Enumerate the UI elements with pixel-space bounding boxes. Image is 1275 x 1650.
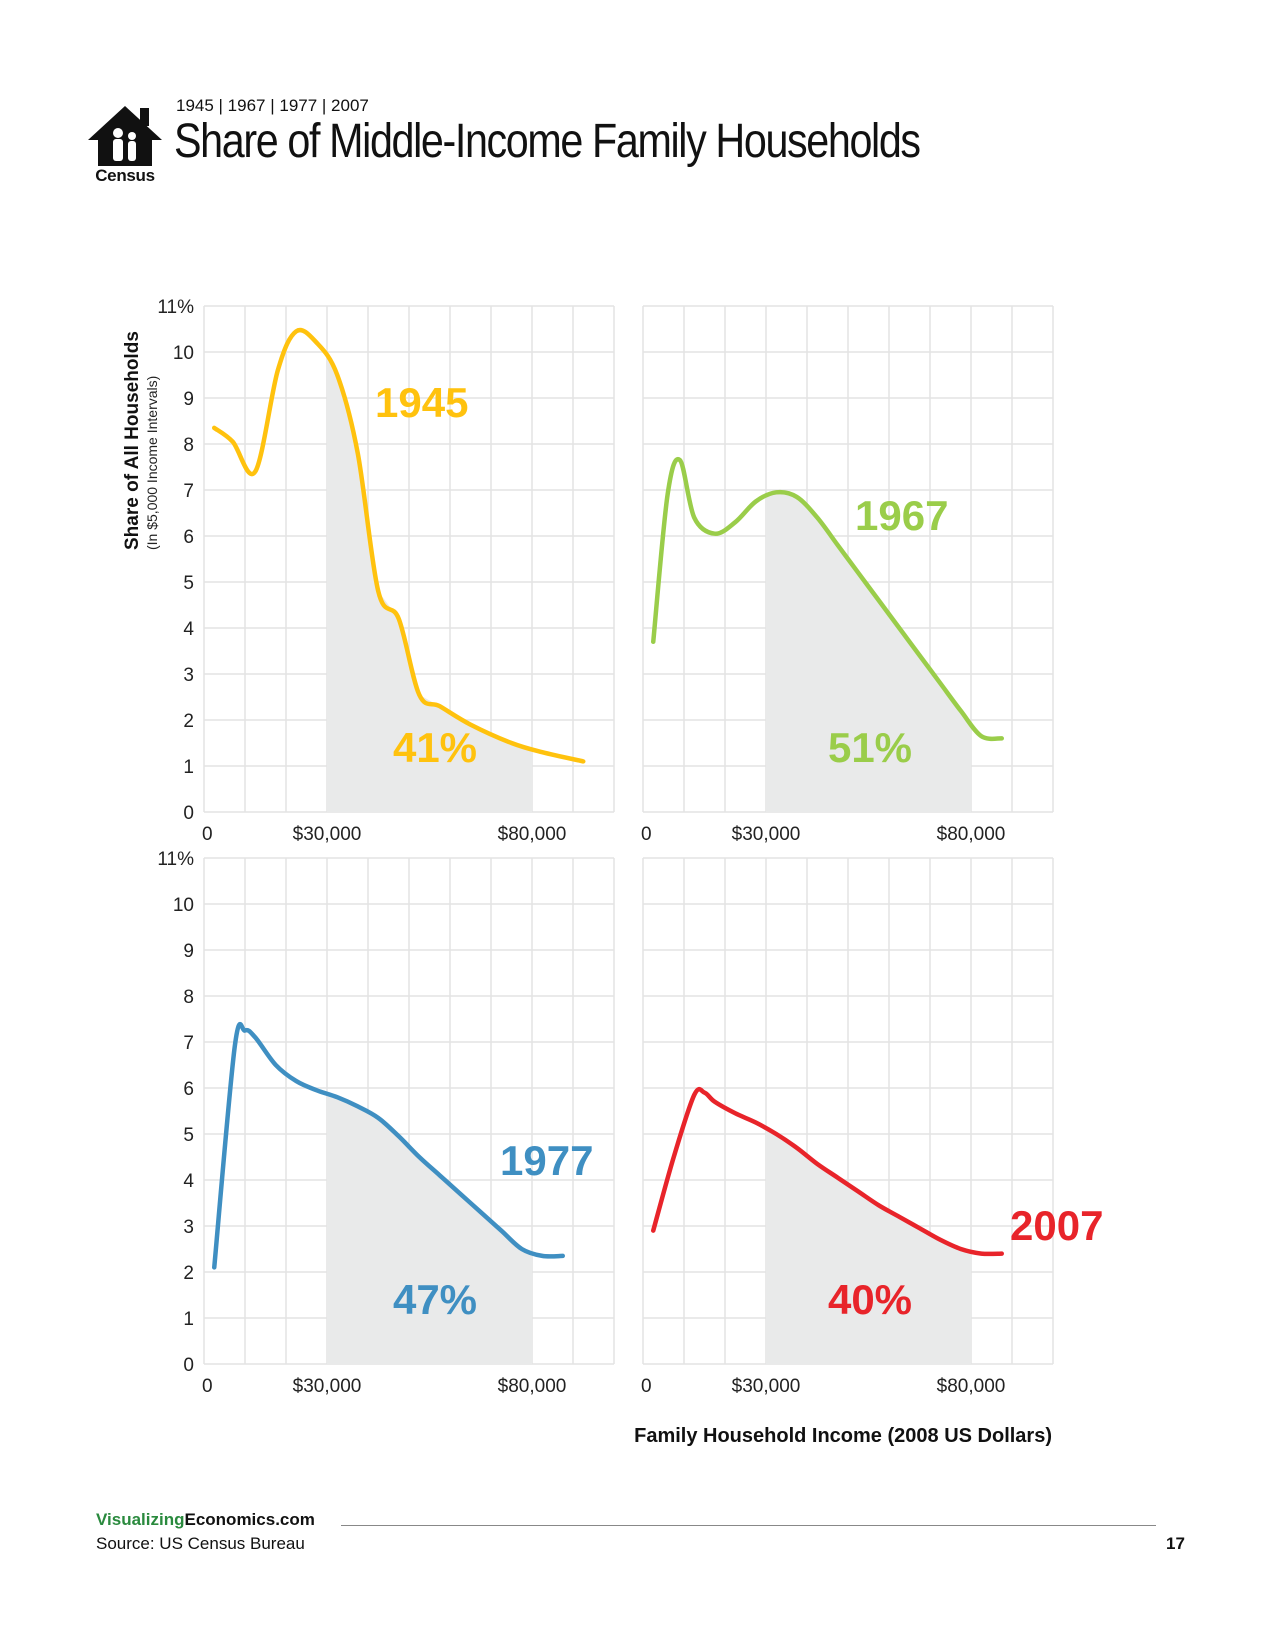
y-tick-label: 1 [183,1309,194,1330]
share-label-2007: 40% [828,1276,912,1323]
x-tick-label: 0 [202,824,213,845]
year-label-1967: 1967 [855,492,948,539]
y-tick-label: 1 [183,757,194,778]
logo-label: Census [95,166,155,185]
y-tick-label: 0 [183,1355,194,1376]
series-line-1967 [651,456,1004,742]
y-tick-label: 5 [183,1125,194,1146]
x-tick-label: $80,000 [937,824,1006,845]
middle-income-shading [327,358,532,812]
x-tick-label: 0 [641,1376,652,1397]
y-tick-label: 7 [183,1033,194,1054]
share-label-1945: 41% [393,724,477,771]
x-tick-label: $30,000 [293,824,362,845]
y-tick-label: 3 [183,665,194,686]
series-line-1945 [212,327,586,764]
footer-source: Source: US Census Bureau [96,1534,305,1553]
x-axis-label: Family Household Income (2008 US Dollars… [634,1425,1052,1447]
y-tick-label: 11% [157,849,194,870]
year-label-1977: 1977 [500,1137,593,1184]
page-number: 17 [1166,1534,1185,1553]
x-tick-label: $30,000 [732,824,801,845]
y-tick-label: 6 [183,527,194,548]
middle-income-shading [766,1128,971,1364]
y-tick-label: 4 [183,1171,194,1192]
middle-income-shading [327,1093,532,1364]
y-tick-label: 10 [173,895,194,916]
page-title: Share of Middle-Income Family Households [174,115,921,168]
year-label-2007: 2007 [1010,1202,1103,1249]
series-line-1977 [212,1021,565,1270]
y-tick-label: 5 [183,573,194,594]
y-tick-label: 8 [183,435,194,456]
y-tick-label: 6 [183,1079,194,1100]
share-label-1977: 47% [393,1276,477,1323]
series-line-2007 [651,1086,1004,1257]
y-tick-label: 10 [173,343,194,364]
y-tick-label: 9 [183,941,194,962]
share-label-1967: 51% [828,724,912,771]
middle-income-shading [766,492,971,812]
x-tick-label: $30,000 [732,1376,801,1397]
y-tick-label: 2 [183,711,194,732]
footer-brand-green: Visualizing [96,1510,185,1529]
footer-divider [341,1525,1156,1526]
census-logo: Census [86,102,164,188]
x-tick-label: $80,000 [937,1376,1006,1397]
y-tick-label: 7 [183,481,194,502]
y-tick-label: 2 [183,1263,194,1284]
x-tick-label: 0 [202,1376,213,1397]
y-tick-label: 3 [183,1217,194,1238]
year-label-1945: 1945 [375,379,468,426]
y-tick-label: 0 [183,803,194,824]
x-tick-label: $80,000 [498,824,567,845]
x-tick-label: $80,000 [498,1376,567,1397]
y-tick-label: 11% [157,297,194,318]
x-tick-label: $30,000 [293,1376,362,1397]
page-subtitle: 1945 | 1967 | 1977 | 2007 [176,96,369,115]
y-tick-label: 8 [183,987,194,1008]
footer-brand: VisualizingEconomics.com [96,1510,315,1530]
y-tick-label: 9 [183,389,194,410]
house-icon [88,106,162,166]
x-tick-label: 0 [641,824,652,845]
footer-brand-black: Economics.com [184,1510,315,1529]
y-tick-label: 4 [183,619,194,640]
